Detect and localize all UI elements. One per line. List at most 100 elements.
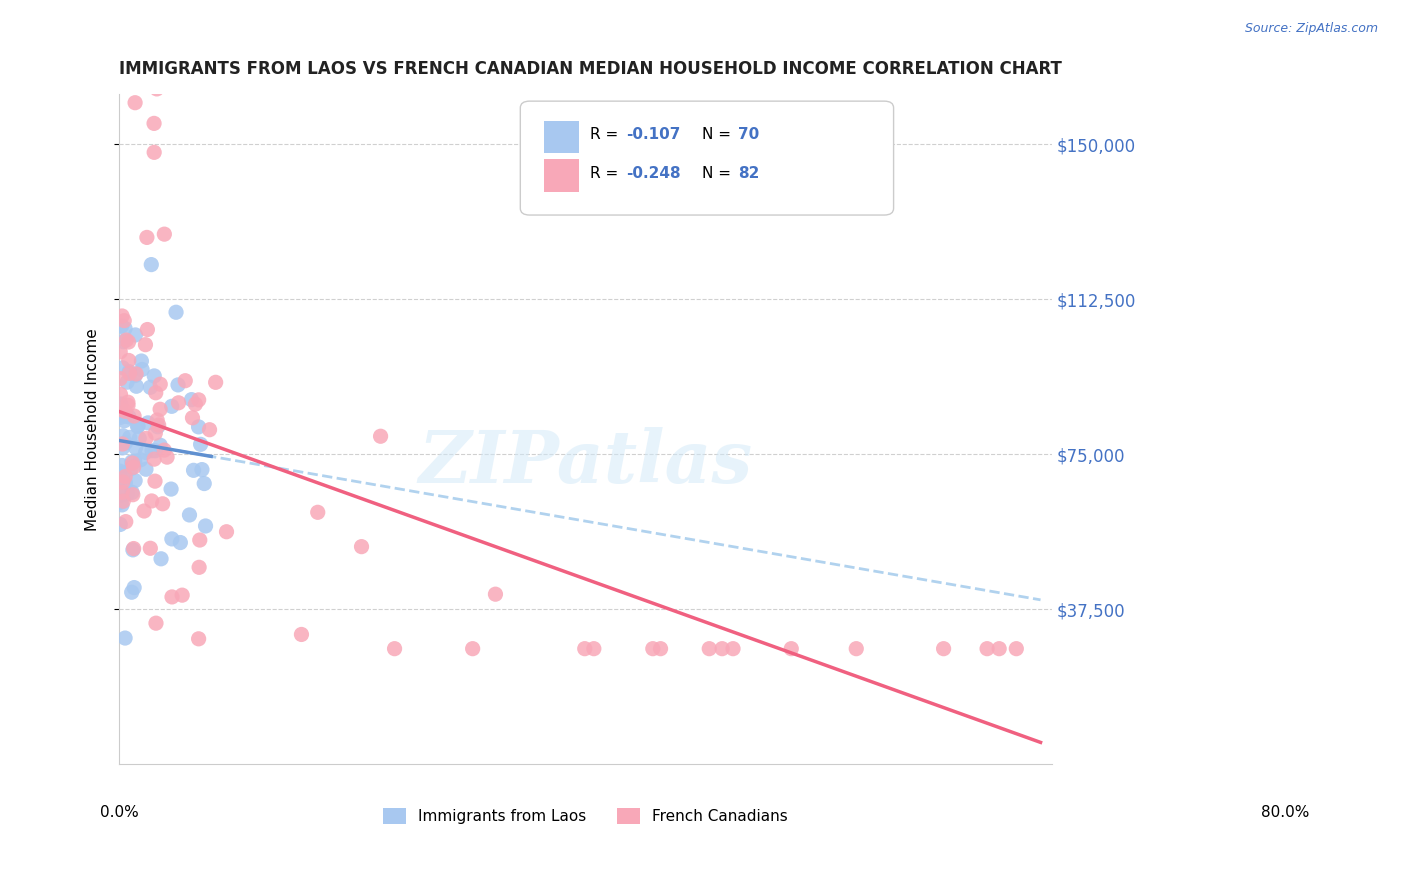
Point — [172, 588, 194, 602]
Point — [143, 452, 166, 467]
Point — [136, 416, 159, 430]
Point — [118, 353, 141, 368]
Point — [122, 541, 145, 556]
Point — [120, 461, 142, 475]
Point — [122, 409, 145, 423]
Text: R =: R = — [591, 166, 623, 181]
Text: 0.0%: 0.0% — [100, 805, 138, 820]
Point — [114, 631, 136, 645]
Point — [143, 426, 166, 441]
Point — [122, 581, 145, 595]
Point — [125, 367, 148, 381]
Point — [131, 354, 153, 368]
Point — [160, 590, 183, 604]
Point — [697, 641, 720, 656]
Point — [711, 641, 734, 656]
Point — [111, 429, 134, 443]
Point — [111, 360, 134, 375]
Point — [127, 419, 149, 434]
Text: ZIPatlas: ZIPatlas — [419, 427, 752, 499]
Point — [184, 397, 207, 411]
Text: N =: N = — [702, 166, 737, 181]
Point — [641, 641, 664, 656]
Point — [574, 641, 596, 656]
Point — [111, 474, 134, 488]
Point — [110, 495, 132, 509]
Text: IMMIGRANTS FROM LAOS VS FRENCH CANADIAN MEDIAN HOUSEHOLD INCOME CORRELATION CHAR: IMMIGRANTS FROM LAOS VS FRENCH CANADIAN … — [120, 60, 1062, 78]
Point — [148, 417, 170, 432]
Point — [350, 540, 373, 554]
Point — [187, 420, 209, 434]
Point — [193, 476, 215, 491]
Point — [135, 462, 157, 476]
Point — [932, 641, 955, 656]
Point — [188, 560, 211, 574]
Point — [110, 410, 132, 425]
Point — [149, 402, 172, 417]
Point — [188, 533, 211, 547]
Point — [461, 641, 484, 656]
Point — [128, 432, 150, 446]
Point — [190, 437, 212, 451]
Point — [114, 321, 136, 335]
Point — [153, 227, 176, 242]
Point — [780, 641, 803, 656]
Point — [111, 498, 134, 512]
Point — [114, 475, 136, 490]
Point — [124, 454, 146, 468]
Point — [152, 497, 174, 511]
Point — [118, 365, 141, 379]
Point — [180, 392, 202, 407]
Point — [110, 387, 132, 401]
Point — [484, 587, 506, 601]
Point — [117, 487, 139, 501]
Point — [114, 409, 136, 424]
Point — [160, 482, 183, 496]
Point — [143, 116, 166, 130]
Point — [582, 641, 605, 656]
Point — [124, 327, 146, 342]
Point — [124, 95, 146, 110]
Point — [976, 641, 998, 656]
FancyBboxPatch shape — [520, 101, 894, 215]
Point — [988, 641, 1011, 656]
Point — [145, 616, 167, 631]
Point — [110, 345, 132, 359]
FancyBboxPatch shape — [544, 121, 579, 153]
Point — [650, 641, 672, 656]
Point — [167, 378, 190, 392]
Point — [181, 410, 204, 425]
Point — [114, 515, 136, 529]
Point — [110, 464, 132, 478]
Point — [143, 474, 166, 488]
Point — [174, 374, 197, 388]
Point — [215, 524, 238, 539]
Point — [384, 641, 406, 656]
Point — [187, 392, 209, 407]
Point — [111, 475, 134, 489]
Point — [110, 517, 132, 532]
Point — [139, 380, 162, 394]
Point — [118, 367, 141, 381]
Point — [141, 494, 163, 508]
Point — [111, 437, 134, 451]
Point — [134, 504, 156, 518]
Point — [721, 641, 744, 656]
Point — [121, 456, 143, 470]
Point — [307, 505, 329, 519]
Point — [160, 400, 183, 414]
Point — [167, 396, 190, 410]
Point — [112, 494, 135, 508]
Text: Source: ZipAtlas.com: Source: ZipAtlas.com — [1244, 22, 1378, 36]
Point — [135, 432, 157, 446]
Point — [131, 362, 153, 376]
Point — [110, 372, 132, 386]
Point — [114, 469, 136, 483]
Point — [117, 334, 139, 349]
Point — [134, 337, 156, 351]
Point — [146, 82, 169, 96]
Point — [145, 443, 167, 458]
Point — [124, 368, 146, 383]
Text: R =: R = — [591, 128, 623, 142]
Point — [370, 429, 392, 443]
